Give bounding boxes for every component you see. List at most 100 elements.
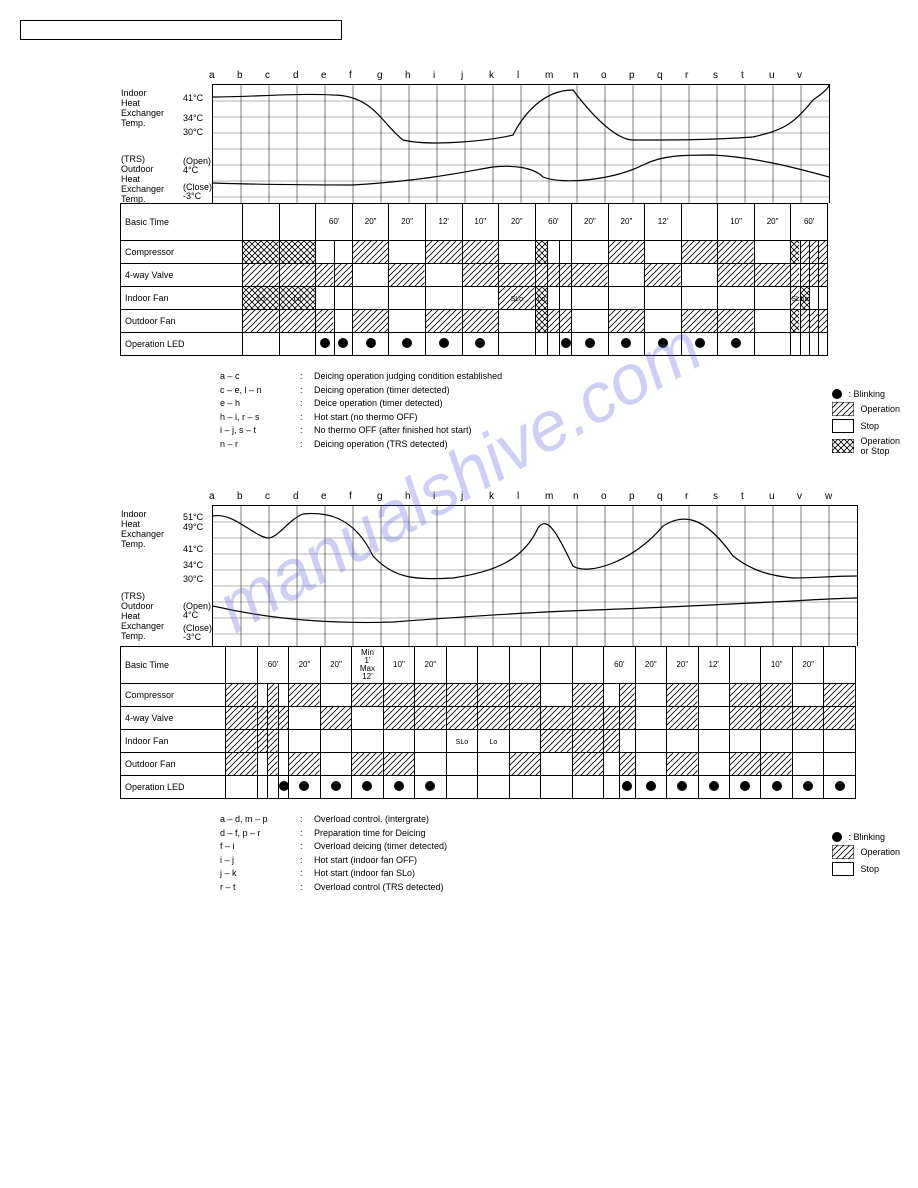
state-cell: [352, 730, 383, 753]
row-label: Outdoor Fan: [121, 753, 226, 776]
y-tick: 41°C: [183, 544, 203, 554]
led-dot-icon: [561, 338, 571, 348]
state-cell: [761, 776, 792, 799]
led-dot-icon: [362, 781, 372, 791]
state-cell: [559, 310, 571, 333]
state-cell: [754, 287, 791, 310]
state-cell: [572, 684, 603, 707]
state-cell: [334, 264, 352, 287]
basic-time-cell: 10": [761, 647, 792, 684]
y-tick: (Close)-3°C: [183, 183, 212, 201]
state-cell: [425, 310, 462, 333]
state-cell: [718, 333, 755, 356]
state-cell: [316, 333, 334, 356]
basic-time-cell: [541, 647, 572, 684]
description-row: f – i:Overload deicing (timer detected): [220, 840, 900, 854]
state-cell: [278, 730, 289, 753]
state-cell: [334, 333, 352, 356]
basic-time-cell: [279, 204, 316, 241]
state-cell: [541, 753, 572, 776]
column-letters: abcdefghijklmnopqrstuvw: [212, 491, 856, 505]
op-or-stop-swatch-icon: [832, 439, 854, 453]
state-cell: [608, 264, 645, 287]
basic-time-cell: 12': [425, 204, 462, 241]
row-label: Basic Time: [121, 647, 226, 684]
timing-graph: IndoorHeatExchangerTemp.(TRS)OutdoorHeat…: [212, 84, 830, 203]
state-cell: [718, 264, 755, 287]
state-cell: [535, 241, 547, 264]
state-cell: [681, 333, 718, 356]
state-cell: [824, 684, 856, 707]
state-cell: [316, 241, 334, 264]
basic-time-cell: 60': [604, 647, 635, 684]
state-cell: [279, 264, 316, 287]
basic-time-cell: 20": [792, 647, 823, 684]
basic-time-cell: 10": [462, 204, 499, 241]
state-cell: [809, 333, 818, 356]
led-dot-icon: [709, 781, 719, 791]
state-cell: [718, 287, 755, 310]
led-dot-icon: [740, 781, 750, 791]
basic-time-cell: 20": [320, 647, 351, 684]
state-cell: [792, 753, 823, 776]
state-cell: SLo: [791, 287, 800, 310]
state-cell: [226, 707, 257, 730]
state-cell: [572, 241, 609, 264]
state-cell: [619, 753, 635, 776]
row-label: Compressor: [121, 241, 243, 264]
state-cell: [383, 730, 414, 753]
basic-time-cell: [681, 204, 718, 241]
state-cell: [604, 753, 620, 776]
stop-swatch-icon: [832, 419, 854, 433]
state-cell: [279, 241, 316, 264]
state-cell: [572, 753, 603, 776]
row-label: Indoor Fan: [121, 730, 226, 753]
state-cell: [268, 730, 278, 753]
state-cell: [462, 264, 499, 287]
state-cell: [462, 333, 499, 356]
basic-time-cell: 10": [718, 204, 755, 241]
state-cell: [425, 333, 462, 356]
state-cell: [608, 333, 645, 356]
legend-label: Operation: [860, 404, 900, 414]
state-cell: [478, 753, 509, 776]
state-cell: [446, 776, 477, 799]
state-cell: [425, 264, 462, 287]
led-dot-icon: [299, 781, 309, 791]
led-dot-icon: [439, 338, 449, 348]
row-label: Operation LED: [121, 776, 226, 799]
state-cell: [572, 333, 609, 356]
led-dot-icon: [320, 338, 330, 348]
state-cell: [824, 753, 856, 776]
outdoor-temp-label: (TRS)OutdoorHeatExchangerTemp.: [121, 592, 164, 641]
state-cell: [791, 310, 800, 333]
state-cell: Lo: [800, 287, 809, 310]
state-cell: [352, 310, 389, 333]
state-cell: [718, 310, 755, 333]
state-cell: [800, 241, 809, 264]
state-cell: [608, 310, 645, 333]
state-cell: [791, 264, 800, 287]
state-cell: [243, 241, 280, 264]
state-cell: [608, 241, 645, 264]
operation-swatch-icon: [832, 845, 854, 859]
description-row: c – e, l – n:Deicing operation (timer de…: [220, 384, 900, 398]
state-cell: [415, 730, 446, 753]
row-label: Indoor Fan: [121, 287, 243, 310]
state-cell: [541, 684, 572, 707]
legend: : BlinkingOperationStop: [832, 829, 900, 879]
state-cell: [499, 241, 536, 264]
state-cell: [279, 310, 316, 333]
state-cell: [268, 684, 278, 707]
state-cell: [257, 707, 267, 730]
state-cell: [257, 730, 267, 753]
state-cell: [635, 707, 666, 730]
basic-time-cell: [824, 647, 856, 684]
state-cell: [619, 730, 635, 753]
basic-time-cell: [509, 647, 540, 684]
basic-time-cell: 20": [499, 204, 536, 241]
basic-time-cell: [226, 647, 257, 684]
state-cell: SLo: [446, 730, 477, 753]
state-cell: [352, 264, 389, 287]
state-cell: [792, 776, 823, 799]
